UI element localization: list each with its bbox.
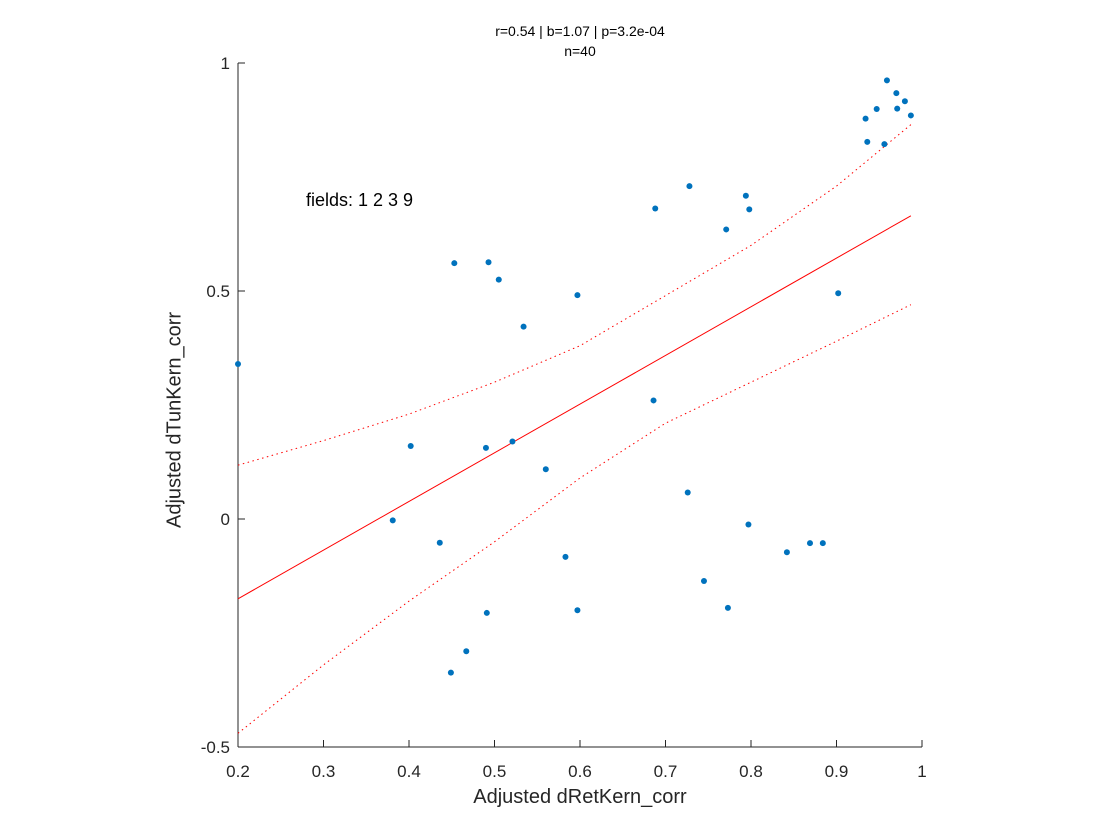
data-point	[684, 489, 691, 496]
x-tick-label: 0.7	[654, 762, 678, 781]
data-point	[819, 540, 826, 547]
data-point	[862, 115, 869, 122]
data-point	[894, 105, 901, 112]
data-point	[650, 397, 657, 404]
data-point	[495, 276, 502, 283]
data-point	[520, 323, 527, 330]
data-point	[907, 112, 914, 119]
chart-title-line-2: n=40	[564, 43, 596, 59]
data-point	[436, 539, 443, 546]
y-axis-label: Adjusted dTunKern_corr	[163, 311, 186, 529]
data-point	[652, 205, 659, 212]
data-point	[542, 466, 549, 473]
data-point	[723, 226, 730, 233]
data-point	[873, 106, 880, 113]
data-point	[447, 669, 454, 676]
data-point	[883, 77, 890, 84]
regression-line	[237, 215, 912, 600]
data-point	[389, 517, 396, 524]
chart-title-line-1: r=0.54 | b=1.07 | p=3.2e-04	[495, 23, 665, 39]
data-point	[783, 549, 790, 556]
data-point	[485, 259, 492, 266]
fields-annotation: fields: 1 2 3 9	[306, 190, 414, 210]
data-point	[864, 138, 871, 145]
x-tick-label: 0.5	[483, 762, 507, 781]
data-point	[509, 438, 516, 445]
data-point	[742, 192, 749, 199]
x-axis-label: Adjusted dRetKern_corr	[473, 786, 687, 808]
y-tick-label: -0.5	[201, 738, 230, 757]
confidence-band-upper	[237, 124, 912, 466]
data-point	[574, 607, 581, 614]
y-tick-label: 1	[221, 54, 230, 73]
data-point	[407, 443, 414, 450]
data-point	[686, 183, 693, 190]
x-tick-label: 1	[917, 762, 926, 781]
y-tick-label: 0.5	[206, 282, 230, 301]
data-point	[806, 540, 813, 547]
data-point	[562, 553, 569, 560]
x-tick-label: 0.2	[226, 762, 250, 781]
data-point	[463, 648, 470, 655]
x-tick-label: 0.4	[397, 762, 421, 781]
data-point	[482, 444, 489, 451]
data-point	[451, 260, 458, 267]
data-point	[835, 290, 842, 297]
data-point	[901, 98, 908, 105]
data-point	[893, 90, 900, 97]
x-tick-label: 0.6	[568, 762, 592, 781]
data-point	[724, 604, 731, 611]
x-tick-label: 0.8	[739, 762, 763, 781]
data-point	[574, 292, 581, 299]
data-point	[746, 206, 753, 213]
data-point	[235, 360, 241, 367]
data-point	[700, 578, 707, 585]
data-point	[483, 609, 490, 616]
data-point	[881, 141, 888, 148]
y-tick-label: 0	[221, 510, 230, 529]
x-tick-label: 0.3	[312, 762, 336, 781]
data-point	[745, 521, 752, 528]
confidence-band-lower	[237, 304, 912, 734]
x-tick-label: 0.9	[825, 762, 849, 781]
